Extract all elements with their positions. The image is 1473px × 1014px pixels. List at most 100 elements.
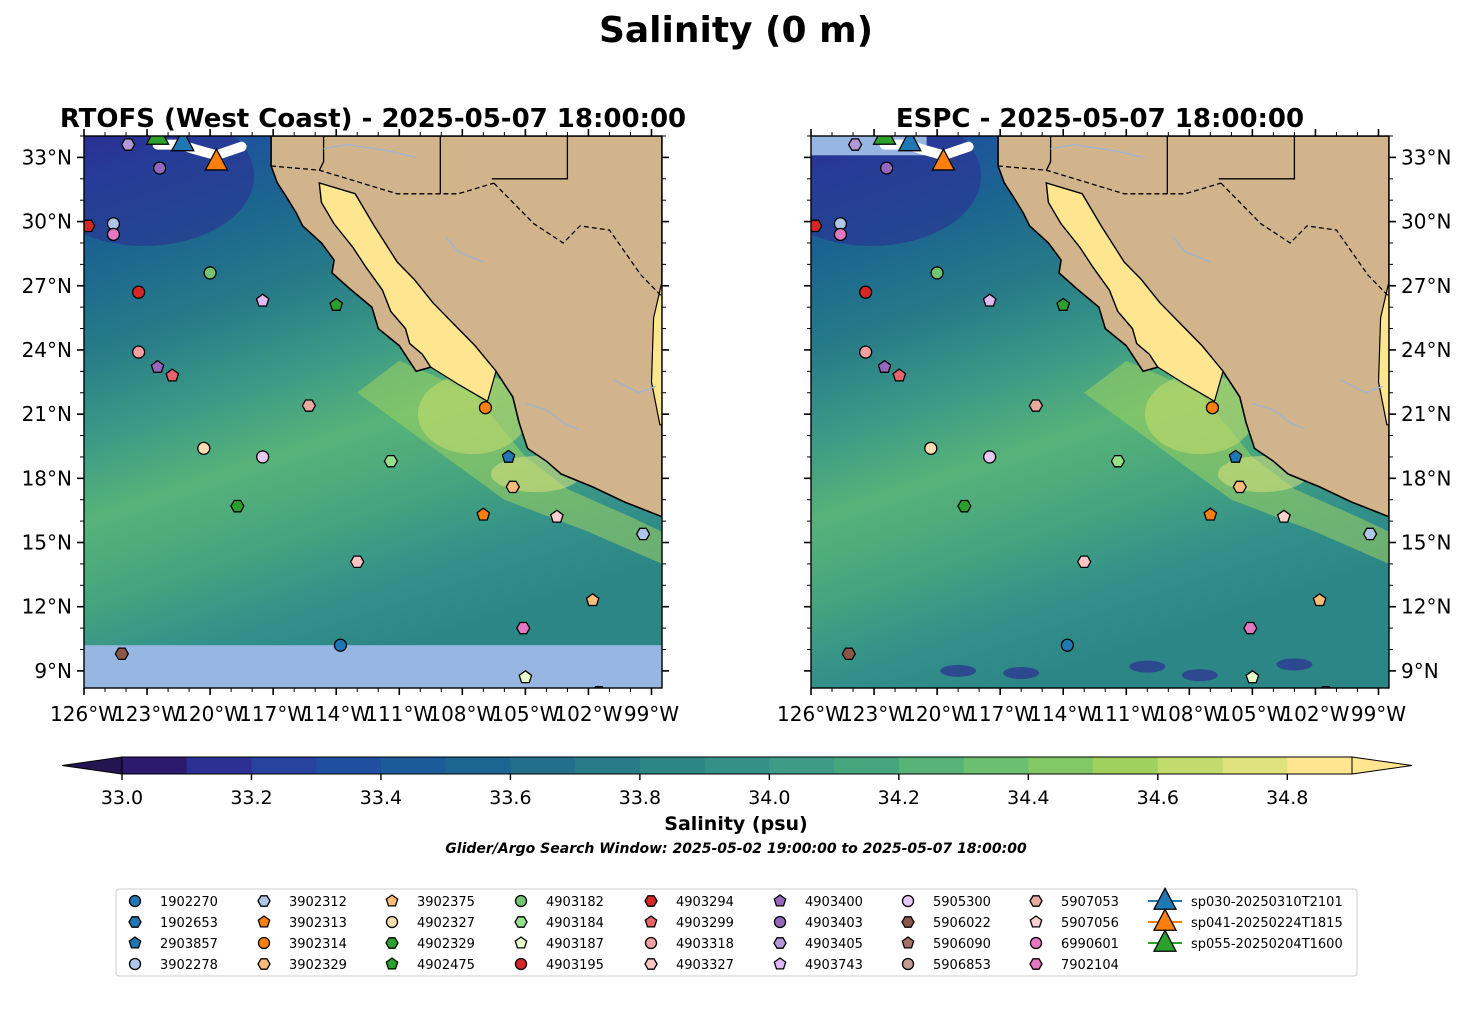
float-marker-5906022 <box>841 647 857 661</box>
glider-marker-sp030-20250310T2101 <box>897 136 922 152</box>
y-tick-label: 33°N <box>1401 145 1451 169</box>
colorbar-segment <box>1157 757 1224 774</box>
legend-label: 5907053 <box>1061 895 1119 910</box>
float-marker-4903187 <box>1245 669 1260 684</box>
legend-marker-5906090 <box>901 936 915 949</box>
state-border <box>1218 136 1296 180</box>
float-marker-3902312 <box>1362 527 1378 541</box>
colorbar-label: Salinity (psu) <box>664 813 807 835</box>
legend-label: 4902475 <box>417 958 475 973</box>
legend-marker-5906853 <box>901 957 915 971</box>
float-marker-4903195 <box>859 285 873 299</box>
legend-label: 4903299 <box>676 916 734 931</box>
colorbar-segment <box>445 757 511 774</box>
figure-title: Salinity (0 m) <box>599 10 873 51</box>
y-tick-label: 18°N <box>22 466 72 490</box>
rio-grande-border <box>493 182 662 297</box>
gulf-of-mexico <box>1377 281 1389 426</box>
colorbar-tick-label: 33.2 <box>230 787 272 809</box>
legend-label: 5906090 <box>933 937 991 952</box>
legend-label: 4902329 <box>417 937 475 952</box>
float-marker-4903318 <box>132 345 146 359</box>
float-marker-3902329 <box>505 480 521 494</box>
x-tick-label: 99°W <box>624 702 679 726</box>
legend-label: 4903195 <box>546 958 604 973</box>
legend-label: 2903857 <box>160 937 218 952</box>
legend-label: 4903403 <box>805 916 863 931</box>
us-mexico-border <box>998 165 1222 195</box>
colorbar-segment <box>186 757 252 774</box>
legend-marker-4903184 <box>514 916 528 928</box>
legend-marker-4903743 <box>773 957 787 970</box>
colorbar-tick-label: 34.4 <box>1007 787 1049 809</box>
legend-marker-1902653 <box>128 916 142 928</box>
legend-label: sp041-20250224T1815 <box>1191 916 1343 931</box>
colorbar-tick-label: 33.8 <box>619 787 661 809</box>
colorbar-tick-label: 34.2 <box>878 787 920 809</box>
colorbar-extend-low <box>61 756 123 775</box>
x-tick-label: 120°W <box>176 702 244 726</box>
x-tick-label: 114°W <box>302 702 370 726</box>
legend-label: 4903400 <box>805 895 863 910</box>
legend-marker-3902278 <box>128 957 142 971</box>
float-marker-5906853 <box>1309 113 1321 125</box>
float-marker-3902313 <box>1203 507 1218 521</box>
float-marker-4903195 <box>132 285 146 299</box>
float-marker-4902475 <box>1056 297 1071 311</box>
float-marker-2903857 <box>501 449 516 463</box>
float-marker-5907056 <box>1276 509 1291 523</box>
river <box>613 379 656 394</box>
float-marker-4903743 <box>255 293 270 307</box>
legend-marker-4903403 <box>773 915 787 929</box>
float-marker-4903182 <box>203 266 217 280</box>
y-tick-label: 12°N <box>22 595 72 619</box>
y-tick-label: 15°N <box>22 531 72 555</box>
float-marker-2903857 <box>1228 449 1243 463</box>
float-marker-5907056 <box>549 509 564 523</box>
legend-label: 4903184 <box>546 916 604 931</box>
legend-label: 4903405 <box>805 937 863 952</box>
no-data-region <box>84 645 662 688</box>
legend-marker-5907056 <box>1029 915 1043 928</box>
glider-marker-sp055-20250204T1600 <box>872 136 897 145</box>
panel-title-espc: ESPC - 2025-05-07 18:00:00 <box>896 104 1304 134</box>
panel-rtofs: RTOFS (West Coast) - 2025-05-07 18:00:00… <box>22 104 687 726</box>
river <box>1171 236 1211 263</box>
colorbar-tick-label: 34.6 <box>1137 787 1179 809</box>
legend-label: 4903187 <box>546 937 604 952</box>
float-marker-4903403 <box>153 161 167 175</box>
river <box>525 402 579 430</box>
colorbar-segment <box>380 757 447 774</box>
float-marker-4902327 <box>924 441 938 456</box>
legend-marker-4902475 <box>385 957 399 970</box>
legend-label: sp055-20250204T1600 <box>1191 937 1343 952</box>
float-marker-7902104 <box>1243 621 1258 635</box>
legend-label: 5906853 <box>933 958 991 973</box>
float-marker-4903187 <box>518 669 533 684</box>
float-marker-4903184 <box>1110 454 1126 468</box>
legend-marker-4902327 <box>385 915 399 929</box>
float-marker-5905300 <box>256 450 270 464</box>
float-marker-4903403 <box>880 161 894 175</box>
legend-marker-4903294 <box>644 895 658 907</box>
float-marker-6990601 <box>833 227 848 242</box>
legend-marker-3902329 <box>257 958 271 970</box>
legend-label: 3902278 <box>160 958 218 973</box>
float-marker-4902329 <box>230 499 245 513</box>
legend-marker-4903400 <box>773 894 787 907</box>
legend-marker-5905300 <box>901 894 915 908</box>
y-tick-label: 24°N <box>22 338 72 362</box>
float-marker-4903743 <box>982 293 997 307</box>
float-marker-4903318 <box>859 345 873 359</box>
axes-frame <box>810 135 1390 689</box>
colorbar-segment <box>769 757 835 774</box>
x-tick-label: 105°W <box>491 702 559 726</box>
colorbar-segment <box>510 757 576 774</box>
legend-marker-3902313 <box>257 915 271 928</box>
legend-label: 7902104 <box>1061 958 1119 973</box>
legend-label: 4903327 <box>676 958 734 973</box>
float-marker-5906022 <box>114 647 130 661</box>
state-border <box>491 136 569 180</box>
legend-marker-4903405 <box>773 937 787 949</box>
